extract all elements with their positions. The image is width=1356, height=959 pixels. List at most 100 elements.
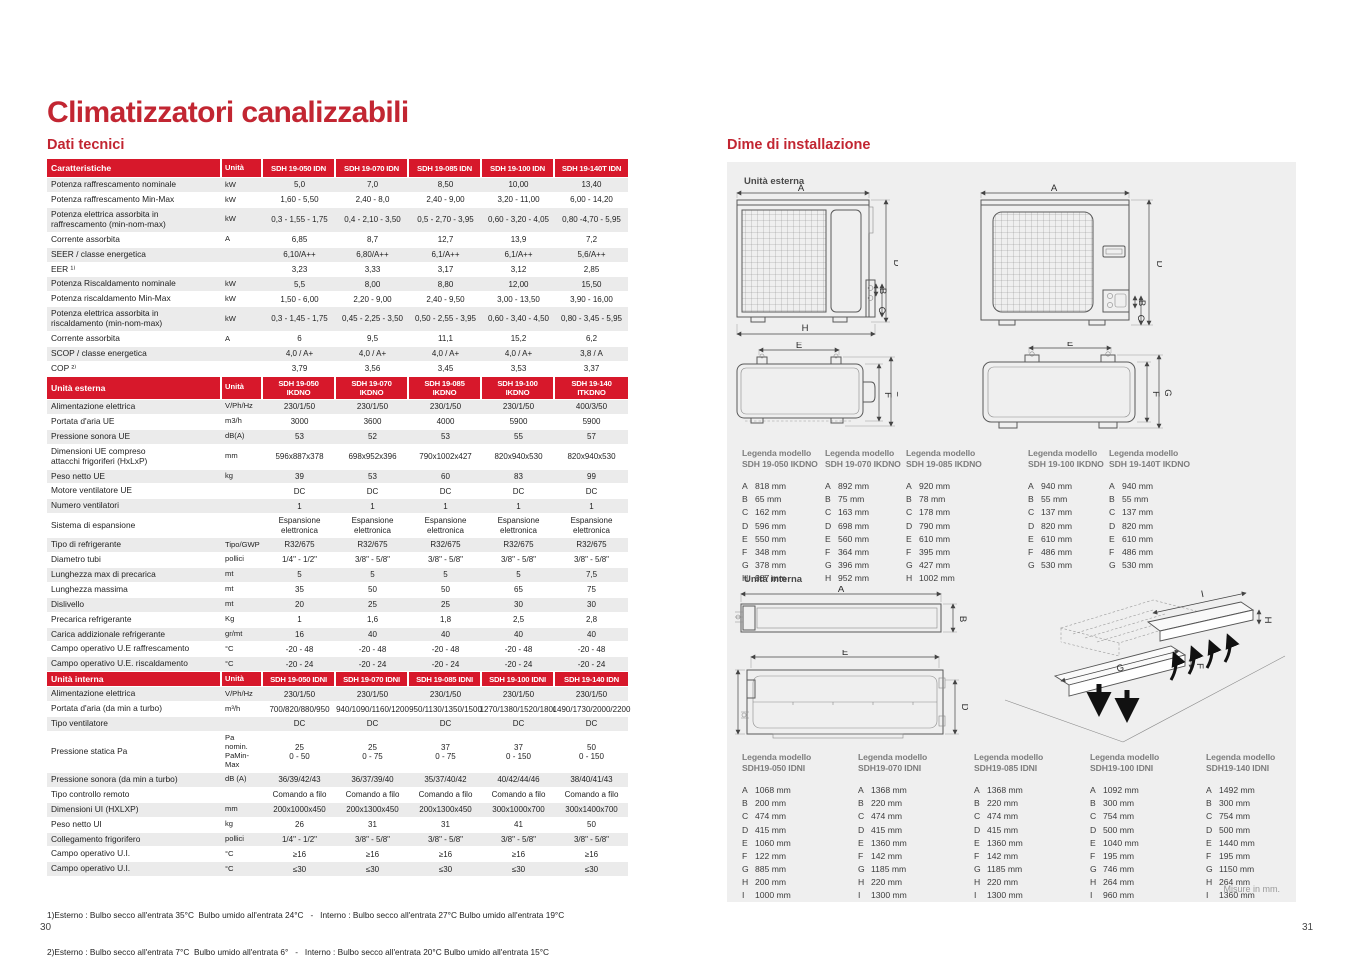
table-cell: SEER / classe energetica [47, 247, 222, 262]
table-cell: Pressione sonora UE [47, 429, 222, 444]
table-cell: 52 [336, 429, 409, 444]
table-cell: 1 [555, 499, 628, 514]
table-cell: 1 [482, 499, 555, 514]
table-cell: 40 [555, 627, 628, 642]
table-cell: 820x940x530 [555, 444, 628, 469]
table-cell: 200x1000x450 [263, 802, 336, 817]
table-cell: kW [222, 178, 263, 193]
table-cell: -20 - 48 [336, 642, 409, 657]
table-cell: -20 - 24 [482, 657, 555, 672]
table-cell: 940/1090/1160/1200 [336, 702, 409, 717]
table-cell: -20 - 24 [409, 657, 482, 672]
table-cell: mm [222, 444, 263, 469]
page-title: Climatizzatori canalizzabili [47, 96, 409, 130]
table-cell: Caratteristiche [47, 159, 222, 178]
table-row: Unità esterna Unità SDH 19-050 IKDNO SDH 19… [47, 376, 628, 400]
legend-entry: A 1368 mm [858, 785, 907, 796]
legend-title: Legenda modello [1090, 752, 1160, 762]
legend-entry: E 610 mm [1109, 533, 1154, 544]
table-cell: SDH 19-070 IDN [336, 159, 409, 178]
legend-SDH 19-070 IKDNO: Legenda modello SDH 19-070 IKDNO A 892 mm B 7… [825, 448, 933, 585]
dim-letter: C [733, 698, 735, 705]
dim-letter: G [1115, 662, 1125, 674]
table-cell: Potenza elettrica assorbita in riscaldame… [47, 307, 222, 332]
table-row: Alimentazione elettrica V/Ph/Hz 230/1/50 23… [47, 399, 628, 415]
table-cell: Portata d'aria (da min a turbo) [47, 702, 222, 717]
legend-entry: D 415 mm [974, 824, 1019, 835]
legend-entries: A 892 mm B 75 mm C 163 mm D 698 mm E 560 mm F 364 m… [825, 480, 933, 585]
legend-title: Legenda modello [906, 448, 976, 458]
table-row: Peso netto UI kg 26 31 31 41 50 [47, 817, 628, 833]
table-cell: 31 [336, 817, 409, 832]
legend-SDH 19-050 IKDNO: Legenda modello SDH 19-050 IKDNO A 818 mm B 6… [742, 448, 850, 585]
legend-entries: A 1092 mm B 300 mm C 754 mm D 500 mm E 1040 mm F 19… [1090, 784, 1198, 902]
table-cell: 1/4" - 1/2" [263, 832, 336, 847]
table-cell: 1/4" - 1/2" [263, 553, 336, 567]
legend-entry: H 200 mm [742, 876, 787, 887]
legend-SDH 19-085 IKDNO: Legenda modello SDH 19-085 IKDNO A 920 mm B 7… [906, 448, 1014, 585]
legend-entry: D 500 mm [1206, 824, 1251, 835]
legend-entry: E 550 mm [742, 533, 787, 544]
table-cell: Potenza elettrica assorbita in raffrescam… [47, 207, 222, 232]
table-cell: 25 0 - 50 [263, 732, 336, 772]
indoor-bottom-drawing: E C D [733, 650, 968, 739]
dim-letter: E [796, 342, 802, 351]
legend-entry: F 348 mm [742, 546, 787, 557]
table-cell: SDH 19-100 IDN [482, 159, 555, 178]
installation-panel: Unità esterna Unità interna A D B [727, 162, 1296, 902]
page-number-left: 30 [40, 922, 52, 933]
table-cell: 230/1/50 [482, 687, 555, 702]
table-cell [222, 484, 263, 499]
legend-model: SDH 19-070 IKDNO [825, 459, 901, 470]
legend-entry: A 1368 mm [974, 785, 1023, 796]
legend-entry: D 698 mm [825, 520, 870, 531]
table-cell: 596x887x378 [263, 444, 336, 469]
table-cell: 1,50 - 6,00 [263, 292, 336, 307]
table-cell: 53 [263, 429, 336, 444]
table-row: Dimensioni UI (HXLXP) mm 200x1000x450 200x1… [47, 802, 628, 818]
table-cell: 40 [336, 627, 409, 642]
legend-entry: D 790 mm [906, 520, 951, 531]
table-cell: 3/8" - 5/8" [482, 832, 555, 847]
table-cell: Alimentazione elettrica [47, 399, 222, 414]
legend-entry: A 818 mm [742, 481, 787, 492]
table-cell: 230/1/50 [409, 399, 482, 414]
table-cell: 40 [409, 627, 482, 642]
legend-model: SDH19-140 IDNI [1206, 763, 1270, 774]
table-cell: Numero ventilatori [47, 499, 222, 514]
table-cell: 2,40 - 9,50 [409, 292, 482, 307]
table-cell: 5 [409, 567, 482, 582]
table-cell: 8,80 [409, 277, 482, 292]
table-cell: 200x1300x450 [409, 802, 482, 817]
table-row: Dimensioni UE compreso attacchi frigorife… [47, 444, 628, 470]
table-cell: SDH 19-050 IKDNO [263, 376, 336, 399]
table-cell: 7,0 [336, 178, 409, 193]
legend-entry: C 137 mm [1109, 507, 1154, 518]
table-cell: kW [222, 207, 263, 232]
table-cell: ≥16 [409, 847, 482, 862]
legend-entry: A 892 mm [825, 481, 870, 492]
legend-entry: D 820 mm [1028, 520, 1073, 531]
dim-letter: D [891, 260, 898, 267]
table-cell: ≥16 [555, 847, 628, 862]
legend-entry: B 75 mm [825, 494, 865, 505]
legend-entry: B 55 mm [1109, 494, 1149, 505]
legend-entries: A 818 mm B 65 mm C 162 mm D 596 mm E 550 mm F 348 m… [742, 480, 850, 585]
legend-entry: D 415 mm [742, 824, 787, 835]
table-cell: -20 - 48 [555, 642, 628, 657]
legend-entry: F 122 mm [742, 850, 787, 861]
table-row: Portata d'aria UE m3/h 3000 3600 4000 5900 590… [47, 414, 628, 430]
table-cell: 4,0 / A+ [409, 347, 482, 361]
table-cell: Diametro tubi [47, 553, 222, 567]
table-row: Pressione sonora UE dB(A) 53 52 53 55 57 [47, 429, 628, 445]
legend-entry: D 415 mm [858, 824, 903, 835]
table-cell: 5,0 [263, 178, 336, 193]
table-cell: 9,5 [336, 332, 409, 347]
legend-entry: C 474 mm [974, 811, 1019, 822]
table-row: EER ¹⁾ 3,23 3,33 3,17 3,12 2,85 [47, 262, 628, 278]
dim-letter: G [894, 390, 898, 397]
table-cell: 53 [336, 469, 409, 484]
table-cell: ≥16 [482, 847, 555, 862]
table-cell: 3,17 [409, 262, 482, 277]
table-row: Campo operativo U.I. °C ≤30 ≤30 ≤30 ≤30 ≤30 [47, 862, 628, 878]
